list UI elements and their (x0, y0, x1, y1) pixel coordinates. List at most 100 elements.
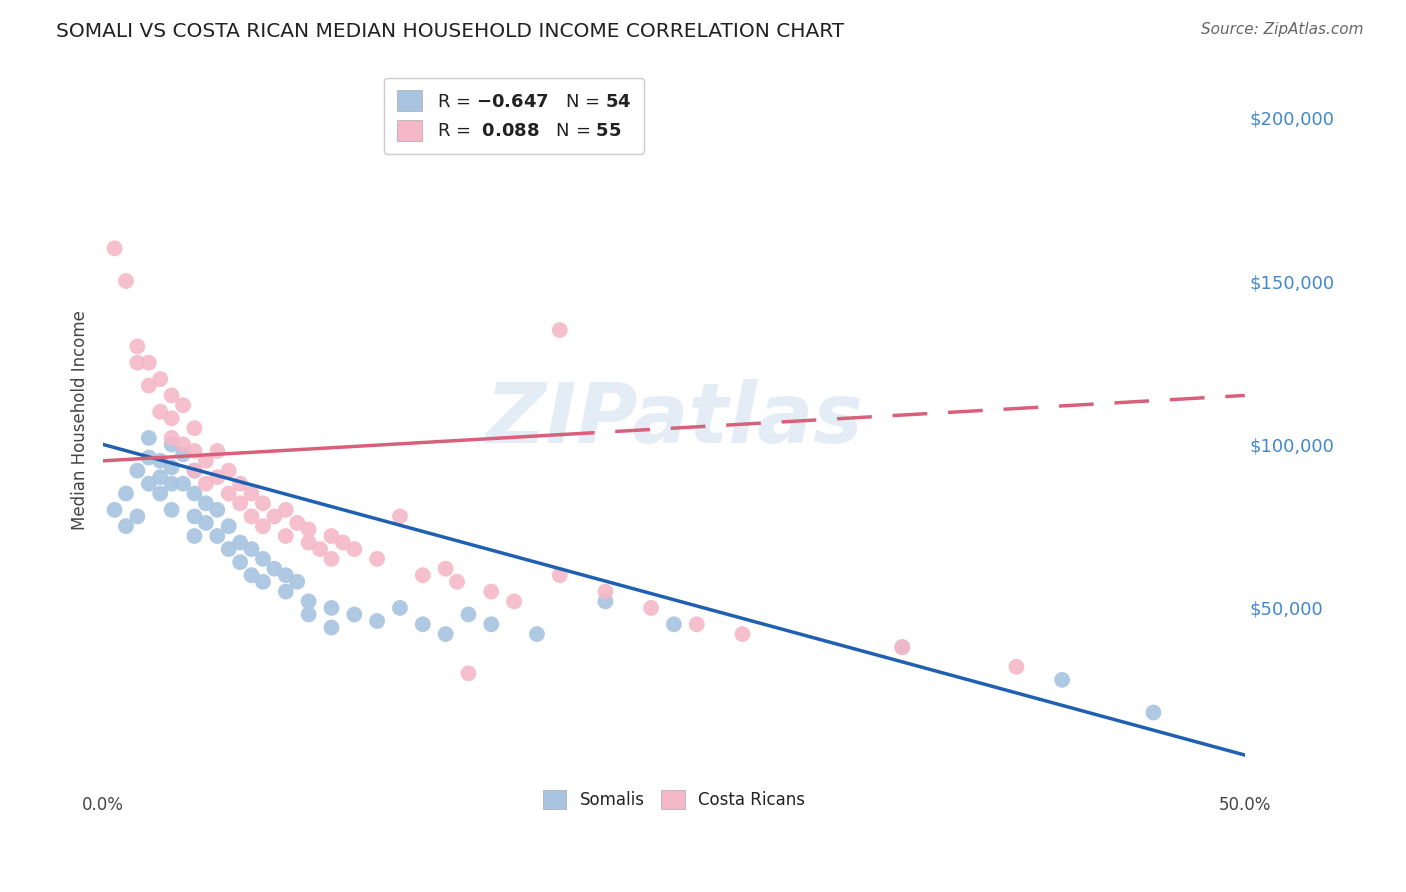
Point (160, 388, 183, 402)
Point (138, 476, 160, 491)
Point (194, 516, 217, 530)
Point (194, 476, 217, 491)
Point (160, 437, 183, 451)
Point (891, 640, 914, 655)
Point (640, 601, 662, 615)
Point (274, 503, 297, 517)
Text: SOMALI VS COSTA RICAN MEDIAN HOUSEHOLD INCOME CORRELATION CHART: SOMALI VS COSTA RICAN MEDIAN HOUSEHOLD I… (56, 22, 845, 41)
Point (172, 437, 194, 451)
Point (595, 594, 617, 608)
Legend: Somalis, Costa Ricans: Somalis, Costa Ricans (536, 783, 811, 816)
Point (149, 372, 172, 386)
Point (183, 464, 205, 478)
Point (127, 356, 149, 370)
Point (309, 542, 332, 557)
Point (172, 476, 194, 491)
Point (207, 444, 229, 458)
Point (183, 444, 205, 458)
Point (457, 666, 479, 681)
Point (183, 509, 205, 524)
Text: ZIPatlas: ZIPatlas (485, 379, 863, 460)
Point (1005, 659, 1028, 673)
Point (479, 617, 502, 632)
Point (388, 509, 411, 524)
Point (388, 601, 411, 615)
Point (149, 454, 172, 468)
Point (160, 476, 183, 491)
Point (595, 584, 617, 599)
Text: 0.0%: 0.0% (82, 797, 124, 814)
Y-axis label: Median Household Income: Median Household Income (72, 310, 89, 530)
Text: 50.0%: 50.0% (1219, 797, 1271, 814)
Point (686, 617, 709, 632)
Point (548, 568, 571, 582)
Point (229, 535, 252, 549)
Point (172, 447, 194, 461)
Point (115, 519, 138, 533)
Point (127, 509, 149, 524)
Point (252, 519, 274, 533)
Point (103, 241, 125, 255)
Point (298, 594, 321, 608)
Point (183, 529, 205, 543)
Point (207, 503, 229, 517)
Point (183, 464, 205, 478)
Point (149, 470, 172, 484)
Point (343, 607, 366, 622)
Point (127, 339, 149, 353)
Point (183, 486, 205, 500)
Point (160, 431, 183, 445)
Point (115, 486, 138, 500)
Point (229, 555, 252, 569)
Point (321, 621, 343, 635)
Point (252, 496, 274, 510)
Point (479, 584, 502, 599)
Point (412, 568, 434, 582)
Point (252, 574, 274, 589)
Point (263, 562, 285, 576)
Point (332, 535, 354, 549)
Point (149, 486, 172, 500)
Point (160, 411, 183, 425)
Point (127, 464, 149, 478)
Point (218, 486, 240, 500)
Point (183, 421, 205, 435)
Point (207, 529, 229, 543)
Text: Source: ZipAtlas.com: Source: ZipAtlas.com (1201, 22, 1364, 37)
Point (194, 496, 217, 510)
Point (503, 594, 526, 608)
Point (274, 529, 297, 543)
Point (194, 454, 217, 468)
Point (434, 562, 457, 576)
Point (138, 450, 160, 465)
Point (138, 356, 160, 370)
Point (263, 509, 285, 524)
Point (548, 323, 571, 337)
Point (298, 523, 321, 537)
Point (252, 552, 274, 566)
Point (343, 542, 366, 557)
Point (172, 398, 194, 412)
Point (229, 476, 252, 491)
Point (115, 274, 138, 288)
Point (1142, 706, 1164, 720)
Point (285, 516, 308, 530)
Point (207, 470, 229, 484)
Point (285, 574, 308, 589)
Point (229, 496, 252, 510)
Point (240, 568, 263, 582)
Point (446, 574, 468, 589)
Point (891, 640, 914, 655)
Point (434, 627, 457, 641)
Point (412, 617, 434, 632)
Point (240, 486, 263, 500)
Point (274, 568, 297, 582)
Point (160, 503, 183, 517)
Point (218, 519, 240, 533)
Point (662, 617, 685, 632)
Point (218, 464, 240, 478)
Point (321, 529, 343, 543)
Point (138, 431, 160, 445)
Point (366, 614, 388, 628)
Point (240, 509, 263, 524)
